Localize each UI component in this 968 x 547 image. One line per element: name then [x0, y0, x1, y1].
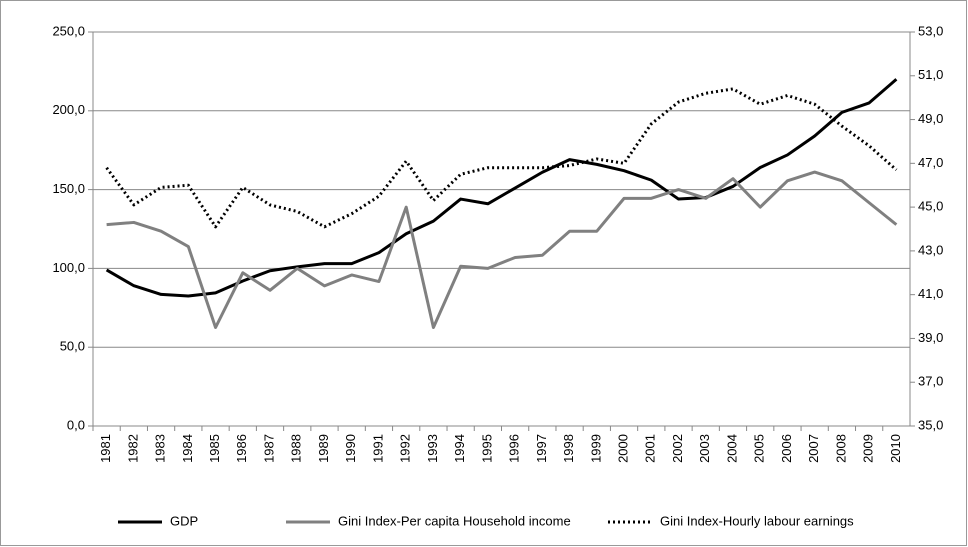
- series-line: [106, 170, 898, 329]
- x-tick-label: 1995: [479, 434, 494, 463]
- x-tick-label: 2006: [779, 434, 794, 463]
- legend-label: Gini Index-Per capita Household income: [338, 513, 571, 528]
- x-tick-label: 2003: [697, 434, 712, 463]
- x-tick-label: 2008: [833, 434, 848, 463]
- x-tick-label: 2009: [861, 434, 876, 463]
- y-tick-label: 250,0: [52, 23, 85, 38]
- y2-tick-label: 45,0: [918, 199, 943, 214]
- x-tick-label: 2000: [615, 434, 630, 463]
- y-tick-label: 150,0: [52, 181, 85, 196]
- x-tick-label: 1990: [343, 434, 358, 463]
- legend-label: GDP: [170, 513, 198, 528]
- x-tick-label: 1988: [289, 434, 304, 463]
- x-tick-label: 1996: [507, 434, 522, 463]
- x-tick-label: 2002: [670, 434, 685, 463]
- x-tick-label: 2005: [752, 434, 767, 463]
- y-tick-label: 50,0: [60, 339, 85, 354]
- y-tick-label: 0,0: [67, 417, 85, 432]
- y2-tick-label: 51,0: [918, 67, 943, 82]
- y2-tick-label: 41,0: [918, 286, 943, 301]
- legend-label: Gini Index-Hourly labour earnings: [660, 513, 854, 528]
- x-tick-label: 1981: [98, 434, 113, 463]
- x-tick-label: 1983: [153, 434, 168, 463]
- x-tick-label: 2010: [888, 434, 903, 463]
- x-tick-label: 2007: [806, 434, 821, 463]
- y-tick-label: 200,0: [52, 102, 85, 117]
- x-tick-label: 1982: [125, 434, 140, 463]
- series-line: [105, 87, 898, 229]
- y2-tick-label: 39,0: [918, 330, 943, 345]
- x-tick-label: 1991: [370, 434, 385, 463]
- y-tick-label: 100,0: [52, 260, 85, 275]
- y2-tick-label: 49,0: [918, 111, 943, 126]
- x-tick-label: 1984: [180, 434, 195, 463]
- x-tick-label: 1985: [207, 434, 222, 463]
- x-tick-label: 1987: [261, 434, 276, 463]
- x-tick-label: 1993: [425, 434, 440, 463]
- y2-tick-label: 35,0: [918, 417, 943, 432]
- y2-tick-label: 47,0: [918, 155, 943, 170]
- x-tick-label: 1986: [234, 434, 249, 463]
- x-tick-label: 1999: [588, 434, 603, 463]
- x-tick-label: 1994: [452, 434, 467, 463]
- x-tick-label: 2001: [643, 434, 658, 463]
- y2-tick-label: 53,0: [918, 23, 943, 38]
- x-tick-label: 1989: [316, 434, 331, 463]
- y2-tick-label: 37,0: [918, 374, 943, 389]
- x-tick-label: 1998: [561, 434, 576, 463]
- y2-tick-label: 43,0: [918, 242, 943, 257]
- x-tick-label: 2004: [724, 434, 739, 463]
- x-tick-label: 1992: [398, 434, 413, 463]
- x-tick-label: 1997: [534, 434, 549, 463]
